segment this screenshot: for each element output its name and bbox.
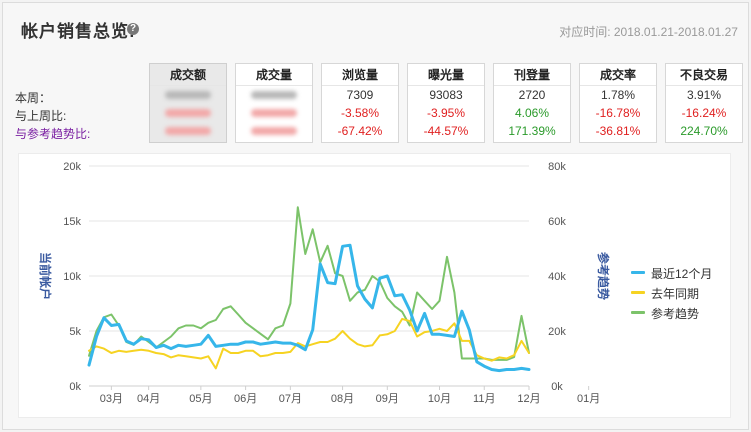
metric-card-views[interactable]: 浏览量 7309 -3.58% -67.42% [321,63,399,143]
x-tick-label: 11月 [473,393,495,405]
y-left-tick-label: 0k [69,381,81,393]
chart-panel: 0k 0k 5k 20k 10k 40k 15k 60k 20k 80k 03月 04月 05月 06月 0… [18,153,731,418]
metric-week-over-week-value-views: -3.58% [340,106,380,120]
metric-card-conversion[interactable]: 成交率 1.78% -16.78% -36.81% [579,63,657,143]
series-line-same-period-last-year [88,317,530,370]
redacted-value [251,127,297,135]
metric-current-value-listed: 2720 [518,88,546,102]
legend-item-last-12-months[interactable]: 最近12个月 [631,265,741,281]
x-tick-label: 04月 [137,393,160,405]
metric-card-exposure[interactable]: 曝光量 93083 -3.95% -44.57% [407,63,485,143]
metric-vs-trend-value-volume [236,122,312,140]
date-range-label: 对应时间: 2018.01.21-2018.01.27 [559,25,738,39]
legend-label: 去年同期 [651,287,700,301]
metric-current-value-views: 7309 [346,88,374,102]
metric-week-over-week-value-bad_trade: -16.24% [681,106,727,120]
metric-week-over-week-value-listed: 4.06% [514,106,550,120]
metric-label-views: 浏览量 [322,64,398,86]
x-tick-label: 01月 [577,393,600,405]
x-tick-label: 06月 [234,393,257,405]
metric-week-over-week-value-exposure: -3.95% [426,106,466,120]
sales-line-chart: 0k 0k 5k 20k 10k 40k 15k 60k 20k 80k 03月 04月 05月 06月 0… [38,161,611,405]
metric-label-volume: 成交量 [236,64,312,86]
redacted-value [165,127,211,135]
redacted-value [165,91,211,99]
metric-week-over-week-value-amount [150,104,226,122]
metric-label-amount: 成交额 [150,64,226,86]
y-left-axis-title: 当前帐户 [38,252,53,300]
metric-card-bad_trade[interactable]: 不良交易 3.91% -16.24% 224.70% [665,63,743,143]
row-label-current-week: 本周： [15,91,52,105]
metric-card-listed[interactable]: 刊登量 2720 4.06% 171.39% [493,63,571,143]
x-tick-label: 07月 [279,393,302,405]
legend-swatch [631,311,645,314]
legend-swatch [631,271,645,274]
y-right-axis-title: 参考趋势 [596,252,611,300]
metric-label-listed: 刊登量 [494,64,570,86]
y-right-tick-label: 20k [548,326,566,338]
help-icon[interactable]: ? [127,23,139,35]
metric-vs-trend-value-exposure: -44.57% [423,124,469,138]
redacted-value [165,109,211,117]
row-label-week-over-week: 与上周比: [15,109,67,123]
y-right-tick-label: 0k [551,381,563,393]
y-left-tick-label: 10k [63,271,81,283]
y-right-tick-label: 60k [548,216,566,228]
metric-vs-trend-value-bad_trade: 224.70% [680,124,728,138]
page-title: 帐户销售总览: [21,22,136,41]
metric-card-volume[interactable]: 成交量 [235,63,313,143]
metric-vs-trend-value-conversion: -36.81% [595,124,641,138]
series-line-reference-trend [88,206,530,361]
x-tick-label: 12月 [517,393,540,405]
metric-week-over-week-value-volume [236,104,312,122]
y-right-tick-label: 80k [548,161,566,173]
y-left-tick-label: 5k [69,326,81,338]
metric-label-conversion: 成交率 [580,64,656,86]
legend-label: 最近12个月 [651,267,713,281]
metric-card-amount[interactable]: 成交额 [149,63,227,143]
redacted-value [251,109,297,117]
metric-current-value-bad_trade: 3.91% [686,88,722,102]
x-tick-label: 08月 [331,393,354,405]
x-tick-label: 09月 [376,393,399,405]
metric-label-bad_trade: 不良交易 [666,64,742,86]
legend-swatch [631,291,645,294]
legend-item-reference-trend[interactable]: 参考趋势 [631,305,741,321]
metric-current-value-amount [150,86,226,104]
metric-current-value-exposure: 93083 [429,88,463,102]
x-tick-label: 10月 [428,393,451,405]
legend-item-same-period-last-year[interactable]: 去年同期 [631,285,741,301]
metric-label-exposure: 曝光量 [408,64,484,86]
metric-vs-trend-value-listed: 171.39% [508,124,556,138]
x-tick-label: 05月 [189,393,212,405]
redacted-value [251,91,297,99]
y-right-tick-label: 40k [548,271,566,283]
y-left-tick-label: 15k [63,216,81,228]
metric-current-value-volume [236,86,312,104]
metric-vs-trend-value-views: -67.42% [337,124,383,138]
row-label-vs-trend: 与参考趋势比: [15,127,91,141]
metric-current-value-conversion: 1.78% [600,88,636,102]
x-tick-label: 03月 [100,393,123,405]
y-left-tick-label: 20k [63,161,81,173]
series-line-last-12-months [87,243,531,373]
legend-label: 参考趋势 [651,307,700,321]
metric-week-over-week-value-conversion: -16.78% [595,106,641,120]
metric-vs-trend-value-amount [150,122,226,140]
